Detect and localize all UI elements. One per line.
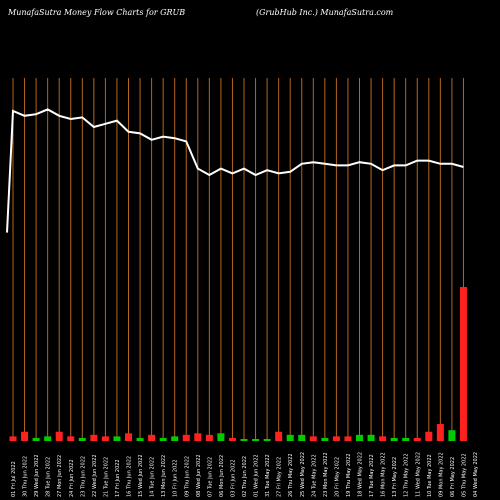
x-tick-label: 02 Thu Jun 2022: [242, 456, 248, 497]
volume-bar: [9, 436, 17, 441]
x-tick-label: 01 Fri Jul 2022: [11, 461, 17, 497]
chart-source: (GrubHub Inc.) MunafaSutra.com: [256, 8, 394, 17]
volume-bar: [425, 431, 433, 441]
volume-bar: [125, 433, 132, 441]
x-tick-label: 09 Thu Jun 2022: [184, 456, 190, 497]
volume-bar: [367, 434, 375, 441]
x-tick-label: 24 Fri Jun 2022: [69, 459, 75, 497]
x-tick-label: 01 Wed Jun 2022: [254, 454, 260, 497]
x-tick-label: 23 Thu Jun 2022: [80, 456, 86, 497]
volume-bar: [321, 437, 329, 441]
x-tick-label: 06 Mon Jun 2022: [219, 455, 225, 497]
x-tick-label: 06 Fri May 2022: [450, 457, 456, 497]
volume-bar: [136, 437, 144, 441]
volume-bar: [332, 436, 340, 441]
volume-bar: [228, 437, 236, 441]
x-tick-label: 31 Tue May 2022: [265, 454, 271, 497]
volume-bar: [78, 437, 86, 441]
volume-bar: [67, 436, 75, 441]
volume-bar: [298, 434, 306, 441]
chart-title: MunafaSutra Money Flow Charts for GRUB: [8, 8, 186, 17]
money-flow-line: [6, 108, 464, 233]
x-tick-label: 08 Wed Jun 2022: [196, 454, 202, 497]
volume-bar: [55, 431, 63, 441]
volume-bar: [32, 437, 40, 441]
volume-bar: [379, 436, 387, 441]
volume-bar: [148, 434, 156, 441]
volume-bar: [275, 431, 283, 441]
volume-bar: [101, 436, 109, 441]
x-tick-label: 23 Mon May 2022: [323, 452, 329, 497]
x-axis-labels: 01 Fri Jul 2022 30 Thu Jun 2022 29 Wed Jun…: [11, 452, 479, 497]
x-tick-label: 13 Mon Jun 2022: [161, 455, 167, 497]
volume-bar: [90, 434, 98, 441]
volume-bar: [459, 287, 467, 441]
x-tick-label: 19 Thu May 2022: [346, 453, 352, 497]
volume-bar: [44, 436, 52, 441]
volume-bar: [159, 437, 167, 441]
x-tick-label: 21 Tue Jun 2022: [103, 457, 109, 497]
x-tick-label: 27 Mon Jun 2022: [57, 455, 63, 497]
x-tick-label: 03 Fri Jun 2022: [230, 459, 236, 497]
volume-bar: [171, 436, 179, 441]
x-tick-label: 18 Wed May 2022: [358, 452, 364, 497]
x-tick-label: 17 Tue May 2022: [369, 454, 375, 497]
volume-bar: [240, 439, 248, 441]
x-tick-label: 30 Thu Jun 2022: [23, 456, 29, 497]
volume-bar: [182, 434, 190, 441]
volume-bar: [436, 424, 444, 441]
volume-bar: [309, 436, 317, 441]
volume-bar: [205, 434, 213, 441]
x-tick-label: 09 Mon May 2022: [438, 452, 444, 497]
volume-bar: [113, 436, 121, 441]
x-tick-label: 16 Thu Jun 2022: [127, 456, 133, 497]
x-tick-label: 10 Fri Jun 2022: [173, 459, 179, 497]
x-tick-label: 17 Fri Jun 2022: [115, 459, 121, 497]
x-tick-label: 26 Thu May 2022: [288, 453, 294, 497]
grid-lines: [12, 78, 464, 441]
x-tick-label: 05 Thu May 2022: [461, 453, 467, 497]
x-tick-label: 12 Thu May 2022: [404, 453, 410, 497]
volume-bar: [21, 431, 29, 441]
x-tick-label: 27 Fri May 2022: [277, 457, 283, 497]
volume-bar: [263, 439, 271, 441]
volume-bar: [390, 437, 398, 441]
x-tick-label: 25 Wed May 2022: [300, 452, 306, 497]
x-tick-label: 20 Fri May 2022: [334, 457, 340, 497]
x-tick-label: 04 Wed May 2022: [473, 452, 479, 497]
x-tick-label: 11 Wed May 2022: [415, 452, 421, 497]
volume-bar: [402, 437, 410, 441]
x-tick-label: 10 Tue May 2022: [427, 454, 433, 497]
x-tick-label: 15 Wed Jun 2022: [138, 454, 144, 497]
x-tick-label: 22 Wed Jun 2022: [92, 454, 98, 497]
x-tick-label: 16 Mon May 2022: [381, 452, 387, 497]
x-tick-label: 13 Fri May 2022: [392, 457, 398, 497]
x-tick-label: 14 Tue Jun 2022: [150, 457, 156, 497]
x-tick-label: 29 Wed Jun 2022: [34, 454, 40, 497]
volume-bar: [217, 433, 225, 441]
volume-bar: [448, 430, 456, 441]
x-tick-label: 28 Tue Jun 2022: [46, 457, 52, 497]
volume-bar: [286, 434, 294, 441]
volume-bars: [9, 287, 467, 441]
volume-bar: [344, 436, 352, 441]
volume-bar: [252, 439, 260, 441]
volume-bar: [194, 433, 202, 441]
volume-bar: [413, 437, 421, 441]
x-tick-label: 24 Tue May 2022: [311, 454, 317, 497]
volume-bar: [356, 434, 363, 441]
x-tick-label: 07 Tue Jun 2022: [207, 457, 213, 497]
